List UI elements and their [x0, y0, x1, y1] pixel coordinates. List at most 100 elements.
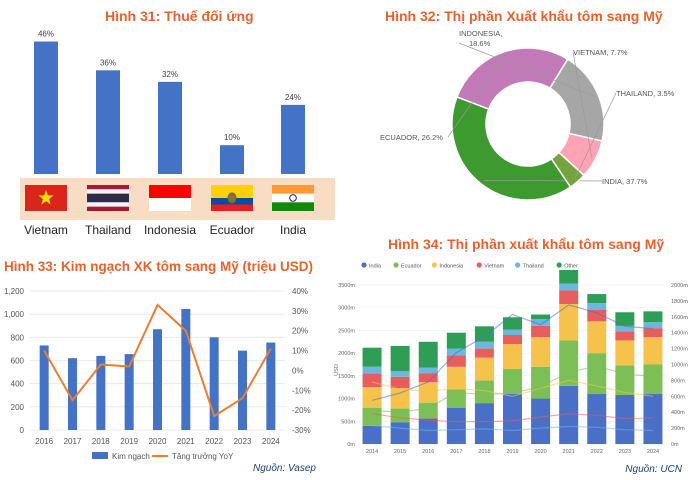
- fig34-source: Nguồn: UCN: [625, 464, 682, 475]
- bar-segment-india: [559, 385, 579, 444]
- y-tick-left: 1,000: [4, 310, 25, 319]
- x-tick: 2021: [563, 449, 575, 455]
- y-tick-right: 30%: [292, 307, 308, 316]
- bar-kim-ngach: [124, 354, 134, 430]
- x-tick: 2019: [120, 437, 138, 446]
- x-tick: 2023: [619, 449, 631, 455]
- fig31-panel: Hình 31: Thuế đối ứng 46% 36% 32% 10% 24% Vie…: [0, 0, 345, 245]
- y-tick-right: 200m: [671, 426, 685, 432]
- slice-label: VIETNAM, 7.7%: [573, 48, 628, 57]
- x-tick: 2017: [450, 449, 462, 455]
- bar-segment-ecuador: [446, 389, 466, 408]
- bar-segment-ecuador: [643, 364, 663, 395]
- y-tick-left: 1,200: [4, 287, 25, 296]
- category-label: Ecuador: [210, 223, 255, 237]
- leader-line: [447, 55, 506, 138]
- bar-segment-ecuador: [587, 353, 607, 395]
- slice-label: INDIA, 37.7%: [602, 177, 648, 186]
- leader-line: [483, 180, 603, 182]
- bar-segment-vietnam: [446, 355, 466, 367]
- bar-segment-indonesia: [531, 337, 551, 367]
- bar-segment-thailand: [390, 371, 410, 377]
- line-tang-truong: [43, 303, 272, 418]
- bar-indonesia: [158, 81, 182, 174]
- bar-segment-thailand: [503, 329, 522, 335]
- bar-kim-ngach: [39, 345, 49, 430]
- bar-thailand: [96, 70, 120, 174]
- bar-segment-ecuador: [559, 340, 579, 386]
- bar-segment-indonesia: [418, 382, 438, 403]
- bar-kim-ngach: [153, 329, 162, 430]
- y-tick-left: 1500m: [338, 374, 355, 380]
- bar-kim-ngach: [266, 342, 276, 430]
- bar-segment-thailand: [362, 366, 382, 374]
- flag-india: [272, 185, 314, 211]
- bar-segment-thailand: [474, 341, 494, 349]
- y-tick-right: 800m: [671, 378, 685, 384]
- x-tick: 2019: [506, 449, 518, 455]
- x-tick: 2022: [591, 449, 603, 455]
- bar-segment-vietnam: [390, 376, 410, 389]
- x-tick: 2023: [234, 437, 252, 446]
- y-axis-label: USD: [334, 364, 340, 376]
- x-tick: 2020: [149, 437, 167, 446]
- bar-segment-vietnam: [418, 373, 438, 383]
- category-label: Indonesia: [144, 223, 196, 237]
- legend-label: Ecuador: [401, 264, 422, 270]
- flag-thailand: [87, 185, 129, 211]
- trend-line-india: [371, 304, 654, 401]
- leader-line: [574, 92, 617, 179]
- bar-segment-vietnam: [503, 334, 522, 345]
- y-tick-right: 1000m: [671, 363, 688, 369]
- slice-thailand: [550, 151, 586, 189]
- bar-segment-vietnam: [559, 290, 579, 305]
- bar-segment-indonesia: [390, 388, 410, 409]
- fig32-panel: Hình 32: Thị phần Xuất khẩu tôm sang Mỹ …: [345, 0, 690, 230]
- bar-segment-indonesia: [474, 357, 494, 381]
- slice-label: THAILAND, 3.5%: [616, 89, 675, 98]
- y-tick-right: -10%: [292, 386, 311, 395]
- bar-segment-india: [446, 407, 466, 444]
- slice-ecuador: [456, 47, 569, 111]
- leader-line: [458, 42, 595, 97]
- bar-segment-thailand: [587, 303, 607, 310]
- bar-segment-ecuador: [503, 369, 522, 395]
- bar-segment-indonesia: [503, 344, 522, 370]
- value-label: 36%: [100, 58, 116, 67]
- bar-segment-other: [446, 332, 466, 349]
- y-tick-left: 3000m: [338, 306, 355, 312]
- legend-dot-vietnam: [476, 262, 482, 268]
- x-tick: 2020: [534, 449, 546, 455]
- bar-segment-ecuador: [390, 408, 410, 423]
- bar-segment-vietnam: [615, 331, 635, 341]
- y-tick-right: 400m: [671, 410, 685, 416]
- bar-segment-thailand: [615, 325, 635, 332]
- legend-label: Tăng trưởng YoY: [172, 452, 234, 461]
- flag-ecuador: [211, 185, 253, 211]
- bar-vietnam: [34, 41, 58, 174]
- bar-segment-indonesia: [643, 337, 663, 365]
- bar-segment-indonesia: [559, 304, 579, 341]
- y-tick-right: 40%: [292, 287, 308, 296]
- bar-segment-india: [587, 394, 607, 444]
- fig34-title: Hình 34: Thị phần xuất khẩu tôm sang Mỹ: [388, 236, 665, 252]
- fig33-title: Hình 33: Kim ngạch XK tôm sang Mỹ (triệu…: [4, 259, 314, 274]
- trend-line-indonesia: [371, 379, 654, 397]
- bar-kim-ngach: [96, 355, 106, 430]
- bar-segment-vietnam: [362, 373, 382, 388]
- slice-label: ECUADOR, 26.2%: [380, 133, 443, 142]
- x-tick: 2024: [647, 449, 659, 455]
- y-tick-left: 2000m: [338, 351, 355, 357]
- bar-segment-other: [418, 341, 438, 368]
- trend-line-thailand: [371, 425, 654, 432]
- bar-segment-vietnam: [474, 348, 494, 358]
- bar-segment-ecuador: [474, 380, 494, 404]
- legend-dot-ecuador: [393, 262, 399, 268]
- bar-segment-india: [643, 394, 663, 444]
- bar-segment-vietnam: [531, 325, 551, 338]
- category-label: India: [280, 223, 306, 237]
- category-label: Vietnam: [24, 223, 68, 237]
- y-tick-left: 400: [11, 380, 25, 389]
- value-label: 46%: [38, 30, 54, 39]
- fig33-panel: Hình 33: Kim ngạch XK tôm sang Mỹ (triệu…: [0, 245, 330, 480]
